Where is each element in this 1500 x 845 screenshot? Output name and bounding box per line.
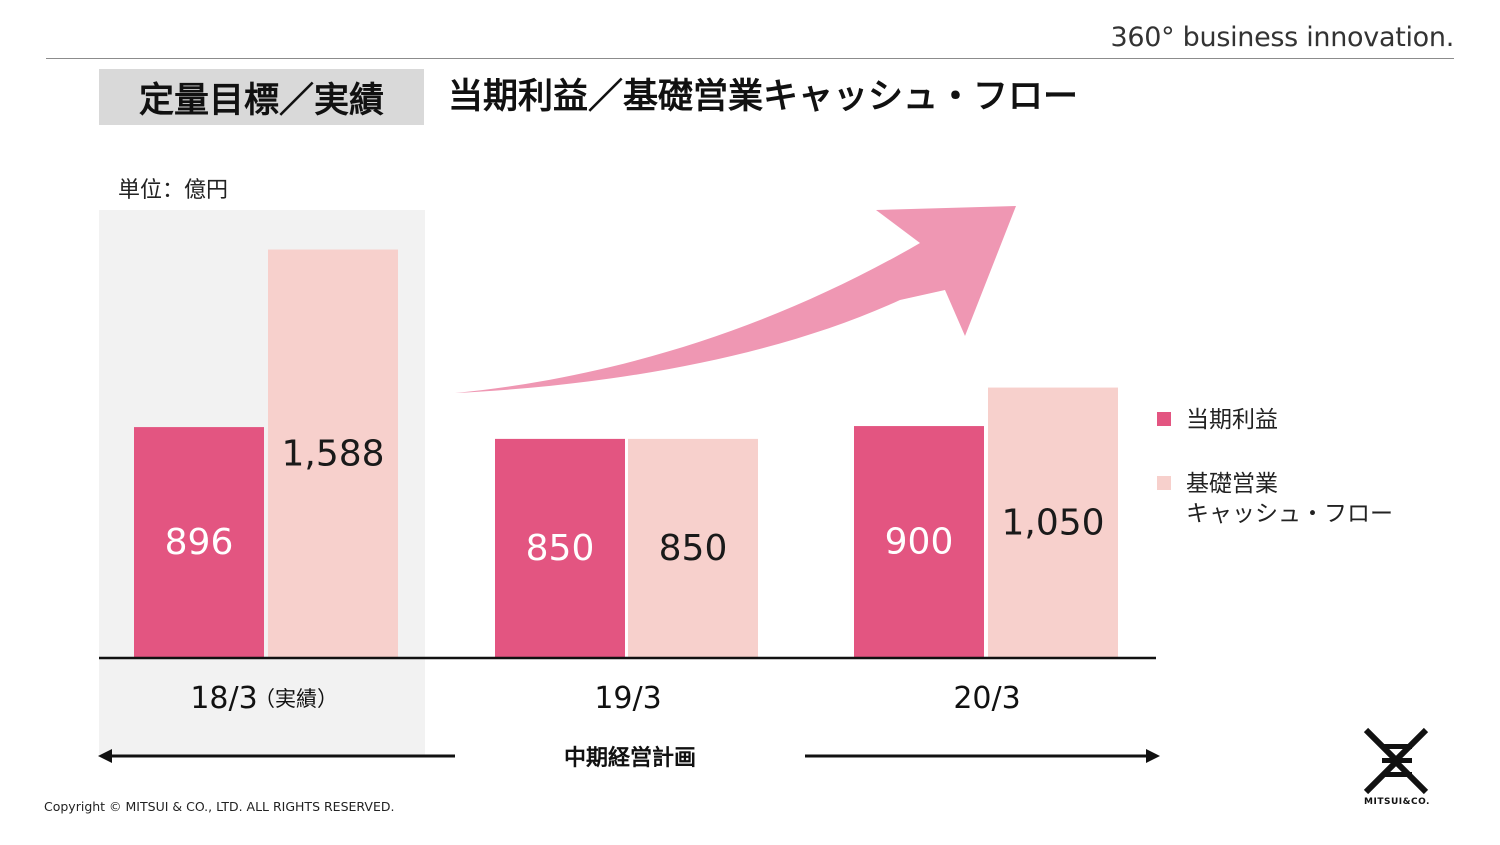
category-label: 20/3	[953, 681, 1020, 716]
legend-label-cashflow: 基礎営業 キャッシュ・フロー	[1186, 471, 1393, 527]
page-title: 当期利益／基礎営業キャッシュ・フロー	[448, 77, 1079, 117]
bar-cashflow-20-3	[988, 387, 1118, 657]
bar-profit-20-3	[854, 426, 984, 657]
title-tag: 定量目標／実績	[99, 69, 424, 125]
bar-profit-18-3	[134, 427, 264, 657]
mitsui-logo-icon	[1363, 727, 1429, 795]
value-label: 850	[659, 528, 728, 569]
value-label: 850	[526, 528, 595, 569]
plan-arrow-right-head	[1146, 749, 1160, 763]
category-label: 19/3	[594, 681, 661, 716]
copyright-text: Copyright © MITSUI & CO., LTD. ALL RIGHT…	[44, 799, 395, 814]
category-label: 18/3	[190, 681, 257, 716]
mid-term-plan-label: 中期経営計画	[563, 746, 696, 771]
category-note: （実績）	[254, 687, 338, 711]
chart-legend: 当期利益 基礎営業 キャッシュ・フロー	[1157, 405, 1393, 563]
header-divider	[46, 58, 1454, 59]
legend-label-profit: 当期利益	[1186, 407, 1278, 433]
bar-profit-19-3	[495, 438, 625, 657]
legend-item-cashflow: 基礎営業 キャッシュ・フロー	[1157, 469, 1393, 529]
value-label: 1,050	[1001, 502, 1104, 543]
value-label: 900	[885, 522, 954, 563]
value-label: 1,588	[281, 433, 384, 474]
tagline: 360° business innovation.	[1110, 22, 1455, 53]
logo-text: MITSUI&CO.	[1364, 797, 1430, 807]
unit-label: 単位：億円	[118, 178, 229, 203]
bar-cashflow-19-3	[628, 438, 758, 657]
plan-arrow-left-head	[98, 749, 112, 763]
value-label: 896	[165, 522, 234, 563]
legend-swatch-profit	[1157, 412, 1171, 426]
trend-arrow	[455, 206, 1016, 393]
bar-cashflow-18-3	[268, 249, 398, 657]
legend-swatch-cashflow	[1157, 476, 1171, 490]
legend-item-profit: 当期利益	[1157, 405, 1393, 435]
